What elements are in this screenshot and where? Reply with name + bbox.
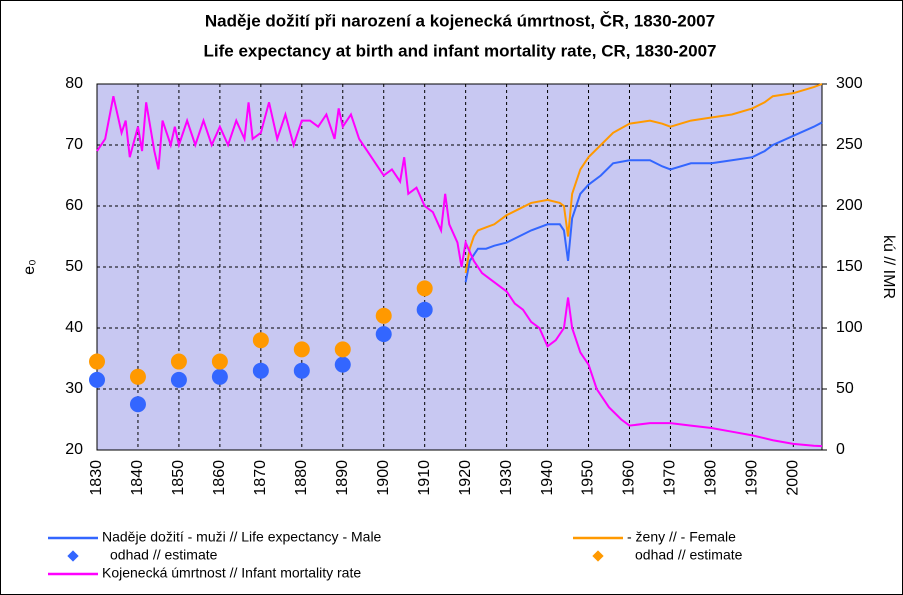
- x-tick-label: 1910: [416, 460, 433, 496]
- x-tick-label: 1940: [539, 460, 556, 496]
- x-tick-label: 1990: [744, 460, 761, 496]
- estimate-dot: [89, 371, 105, 388]
- estimate-dot: [129, 368, 146, 385]
- legend-label: Kojenecká úmrtnost // Infant mortality r…: [102, 565, 361, 581]
- estimate-dot: [211, 368, 228, 385]
- y-tick-label: 80: [65, 75, 83, 92]
- legend-label: odhad // estimate: [635, 547, 743, 563]
- estimate-dot: [170, 353, 187, 370]
- x-tick-label: 1960: [621, 460, 638, 496]
- y-tick-label: 30: [65, 380, 83, 397]
- y2-tick-label: 50: [836, 380, 854, 397]
- data-line: [96, 95, 823, 448]
- x-tick-label: 1950: [580, 460, 597, 496]
- y2-tick-label: 100: [836, 319, 863, 336]
- y-tick-label: 50: [65, 258, 83, 275]
- x-tick-label: 1980: [703, 460, 720, 496]
- y2-tick-label: 300: [836, 75, 863, 92]
- x-tick-label: 2000: [785, 460, 802, 496]
- legend-label: Naděje dožití - muži // Life expectancy …: [102, 529, 382, 545]
- y-tick-label: 40: [65, 319, 83, 336]
- x-tick-label: 1890: [334, 460, 351, 496]
- x-tick-label: 1970: [662, 460, 679, 496]
- y-tick-label: 70: [65, 136, 83, 153]
- estimate-dot: [293, 341, 310, 358]
- estimate-dot: [252, 332, 269, 349]
- x-tick-label: 1840: [129, 460, 146, 496]
- estimate-dot: [334, 341, 351, 358]
- estimate-dot: [170, 371, 187, 388]
- estimate-dot: [211, 353, 228, 370]
- estimate-dot: [375, 326, 392, 343]
- y-tick-label: 20: [65, 441, 83, 458]
- y2-tick-label: 200: [836, 197, 863, 214]
- y2-tick-label: 250: [836, 136, 863, 153]
- y-tick-label: 60: [65, 197, 83, 214]
- x-tick-label: 1860: [211, 460, 228, 496]
- estimate-dot: [252, 362, 269, 379]
- legend-label: odhad // estimate: [110, 547, 218, 563]
- data-line: [464, 83, 823, 274]
- x-tick-label: 1870: [252, 460, 269, 496]
- y-axis-label: e₀: [21, 259, 38, 275]
- estimate-dot: [334, 356, 351, 373]
- estimate-dot: [375, 307, 392, 324]
- legend-marker: [592, 550, 604, 562]
- plot-border: [96, 83, 823, 451]
- x-tick-label: 1830: [88, 460, 105, 496]
- data-line: [464, 121, 823, 283]
- x-tick-label: 1930: [498, 460, 515, 496]
- y2-tick-label: 0: [836, 441, 845, 458]
- estimate-dot: [89, 353, 105, 370]
- x-tick-label: 1900: [375, 460, 392, 496]
- legend-label: - ženy // - Female: [627, 529, 736, 545]
- x-tick-label: 1880: [293, 460, 310, 496]
- estimate-dot: [416, 301, 433, 318]
- y2-axis-label: kú // IMR: [880, 235, 897, 299]
- x-tick-label: 1920: [457, 460, 474, 496]
- chart-title: Naděje dožití při narození a kojenecká ú…: [205, 11, 715, 30]
- estimate-dot: [129, 396, 146, 413]
- estimate-dot: [293, 362, 310, 379]
- x-tick-label: 1850: [170, 460, 187, 496]
- chart-subtitle: Life expectancy at birth and infant mort…: [204, 41, 717, 60]
- y2-tick-label: 150: [836, 258, 863, 275]
- estimate-dot: [416, 280, 433, 297]
